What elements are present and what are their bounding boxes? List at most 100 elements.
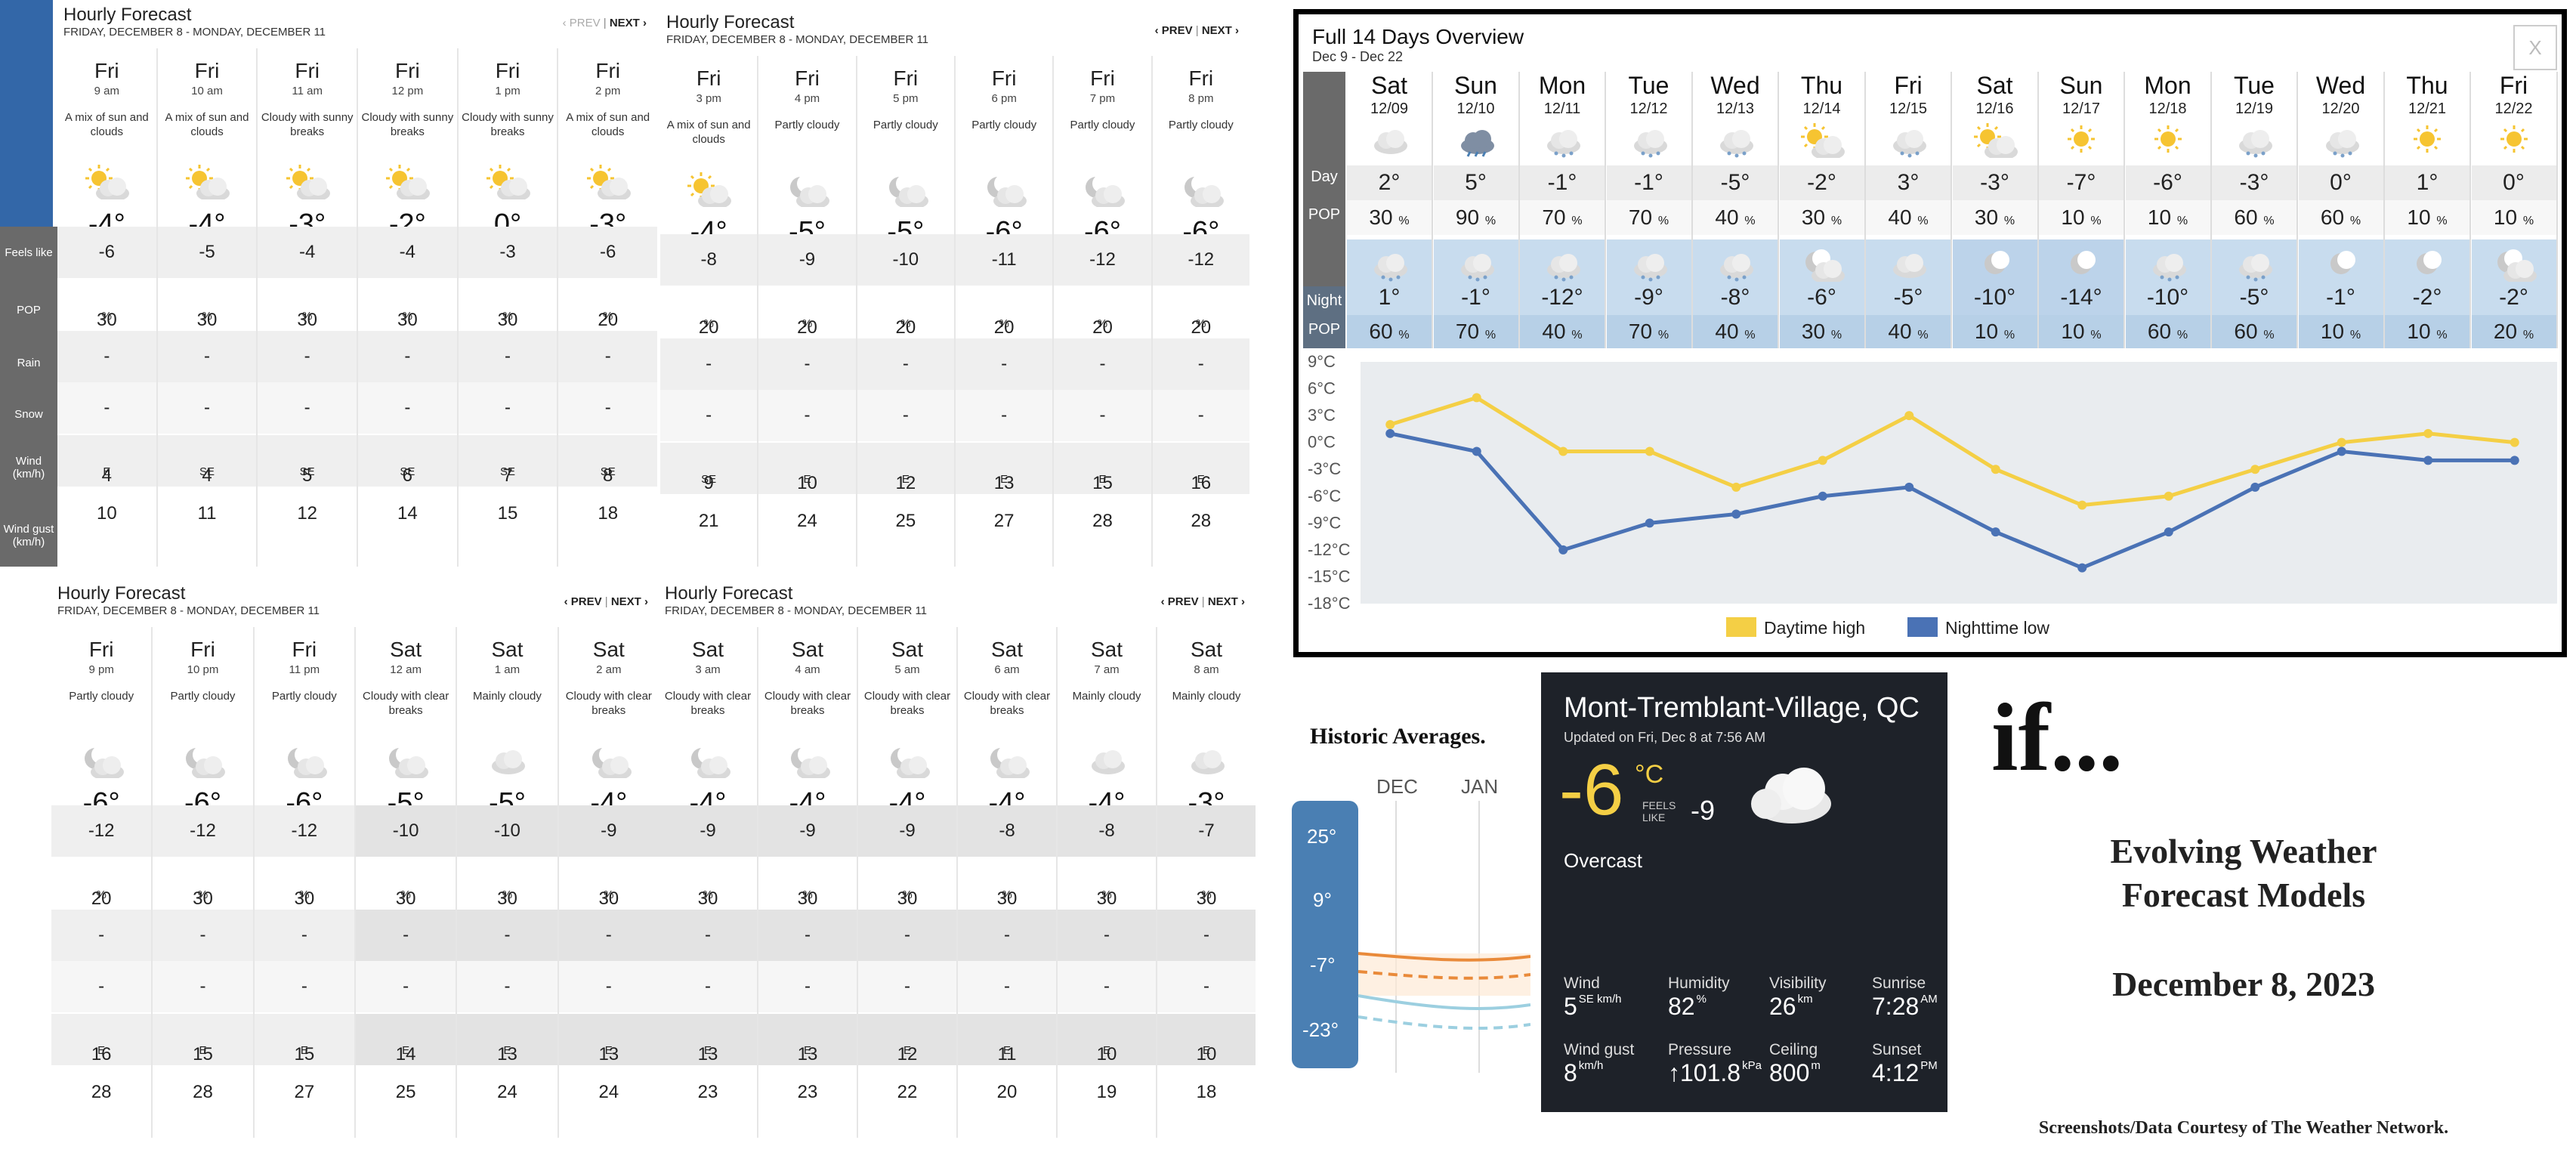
nighttime-low-point[interactable] xyxy=(1904,482,1914,492)
next-button[interactable]: NEXT › xyxy=(1201,24,1239,37)
daytime-high-point[interactable] xyxy=(1385,419,1395,429)
nighttime-low-point[interactable] xyxy=(1991,527,2000,537)
day-column[interactable]: Sun 12/17 -7° 10 % -14° 10 % xyxy=(2039,72,2125,348)
day-column[interactable]: Thu 12/21 1° 10 % -2° 10 % xyxy=(2385,72,2471,348)
day-column[interactable]: Sat 12/16 -3° 30 % -10° 10 % xyxy=(1952,72,2039,348)
cloud-icon xyxy=(1739,762,1837,830)
rain-cell: - xyxy=(758,338,856,390)
prev-button[interactable]: ‹ PREV xyxy=(1154,24,1193,37)
daytime-high-point[interactable] xyxy=(2337,437,2346,447)
daytime-high-point[interactable] xyxy=(1558,446,1568,456)
nighttime-low-point[interactable] xyxy=(2164,527,2173,537)
hour-column[interactable]: Sat 1 am Mainly cloudy -5° -10 30 % - -13 E 24 xyxy=(457,627,559,1138)
hour-column[interactable]: Fri 9 am A mix of sun and clouds -4° -6 30 % -… xyxy=(57,48,158,567)
hour-column[interactable]: Sat 2 am Cloudy with clear breaks -4° -9 30 %… xyxy=(558,627,659,1138)
daytime-high-point[interactable] xyxy=(2250,465,2260,474)
day-column[interactable]: Tue 12/19 -3° 60 % -5° 60 % xyxy=(2212,72,2298,348)
day-column[interactable]: Mon 12/11 -1° 70 % -12° 40 % xyxy=(1520,72,1606,348)
day-column[interactable]: Sun 12/10 5° 90 % -1° 70 % xyxy=(1433,72,1520,348)
hour-description: Cloudy with clear breaks xyxy=(664,690,752,717)
daytime-high-point[interactable] xyxy=(2423,428,2433,438)
daytime-high-point[interactable] xyxy=(2077,500,2087,510)
hour-column[interactable]: Fri 2 pm A mix of sun and clouds -3° -6 20 % -… xyxy=(558,48,657,567)
fourteen-subtitle: Dec 9 - Dec 22 xyxy=(1312,49,1404,64)
day-column[interactable]: Sat 12/09 2° 30 % 1° 60 % xyxy=(1347,72,1433,348)
daytime-high-point[interactable] xyxy=(2510,437,2519,447)
gust-cell: 28 xyxy=(1054,496,1151,547)
hour-column[interactable]: Fri 8 pm Partly cloudy -6° -12 20 % - -16 E 28 xyxy=(1152,56,1249,567)
nighttime-low-point[interactable] xyxy=(1818,491,1827,501)
hour-column[interactable]: Fri 6 pm Partly cloudy -6° -11 20 % - -13 E 27 xyxy=(955,56,1055,567)
hour-column[interactable]: Fri 11 am Cloudy with sunny breaks -3° -4 30 … xyxy=(258,48,359,567)
hour-time: 11 am xyxy=(292,85,323,97)
day-column[interactable]: Tue 12/12 -1° 70 % -9° 70 % xyxy=(1606,72,1693,348)
hour-column[interactable]: Fri 10 am A mix of sun and clouds -4° -5 30 %… xyxy=(157,48,258,567)
nighttime-low-point[interactable] xyxy=(2250,482,2260,492)
wind-label: Wind (km/h) xyxy=(12,455,45,480)
snow-cell: - xyxy=(958,961,1056,1012)
day-column[interactable]: Thu 12/14 -2° 30 % -6° 30 % xyxy=(1779,72,1866,348)
hour-column[interactable]: Sat 6 am Cloudy with clear breaks -4° -8 30 %… xyxy=(958,627,1058,1138)
snow-label: Snow xyxy=(14,408,43,421)
gust-value: 28 xyxy=(193,1082,213,1102)
day-pop-number: 10 xyxy=(2407,205,2431,229)
nighttime-low-point[interactable] xyxy=(1472,446,1481,456)
nighttime-low-point[interactable] xyxy=(1645,518,1654,528)
daytime-high-point[interactable] xyxy=(1645,446,1654,456)
hour-day: Fri xyxy=(88,638,114,661)
temp-unit: °C xyxy=(1635,760,1664,789)
updated-text: Updated on Fri, Dec 8 at 7:56 AM xyxy=(1564,730,1766,745)
close-button[interactable]: X xyxy=(2513,25,2557,70)
rain-cell: - xyxy=(254,910,354,961)
rain-value: - xyxy=(902,354,909,374)
hour-column[interactable]: Fri 10 pm Partly cloudy -6° -12 30 % - -15 E 28 xyxy=(153,627,255,1138)
hour-column[interactable]: Sat 5 am Cloudy with clear breaks -4° -9 30 %… xyxy=(858,627,958,1138)
daytime-high-point[interactable] xyxy=(1731,482,1741,492)
nighttime-low-point[interactable] xyxy=(2510,456,2519,465)
nighttime-low-point[interactable] xyxy=(2337,446,2346,456)
hour-column[interactable]: Sat 4 am Cloudy with clear breaks -4° -9 30 %… xyxy=(758,627,858,1138)
hour-column[interactable]: Fri 7 pm Partly cloudy -6° -12 20 % - -15 E 28 xyxy=(1054,56,1153,567)
daytime-high-point[interactable] xyxy=(1472,393,1481,403)
nighttime-low-point[interactable] xyxy=(1731,509,1741,519)
day-column[interactable]: Fri 12/22 0° 10 % -2° 20 % xyxy=(2471,72,2558,348)
pop-number: 30 xyxy=(598,888,619,909)
hour-column[interactable]: Fri 9 pm Partly cloudy -6° -12 20 % - -16 E 28 xyxy=(51,627,153,1138)
next-button[interactable]: NEXT › xyxy=(609,17,647,29)
hour-column[interactable]: Fri 11 pm Partly cloudy -6° -12 30 % - -15 E 27 xyxy=(254,627,356,1138)
wind-cell: 13 E xyxy=(659,1014,757,1065)
hour-column[interactable]: Fri 1 pm Cloudy with sunny breaks 0° -3 30 % -… xyxy=(458,48,559,567)
next-button[interactable]: NEXT › xyxy=(1207,595,1245,608)
hour-column[interactable]: Sat 8 am Mainly cloudy -3° -7 30 % - -10 E 18 xyxy=(1157,627,1256,1138)
prev-button[interactable]: ‹ PREV xyxy=(564,595,602,608)
nighttime-low-point[interactable] xyxy=(1385,428,1395,438)
hour-column[interactable]: Fri 3 pm A mix of sun and clouds -4° -8 20 % -… xyxy=(660,56,759,567)
row-label-sidebar: Feels like POP Rain Snow Wind (km/h) Win… xyxy=(0,227,57,567)
hour-column[interactable]: Fri 5 pm Partly cloudy -5° -10 20 % - -12 E 25 xyxy=(857,56,956,567)
hour-column[interactable]: Sat 7 am Mainly cloudy -4° -8 30 % - -10 E 19 xyxy=(1058,627,1157,1138)
wind-direction: E xyxy=(1102,1044,1110,1057)
day-column[interactable]: Wed 12/20 0° 60 % -1° 10 % xyxy=(2298,72,2385,348)
nighttime-low-point[interactable] xyxy=(1558,545,1568,555)
daytime-high-point[interactable] xyxy=(1991,465,2000,474)
snow-value: - xyxy=(98,976,105,996)
day-column[interactable]: Mon 12/18 -6° 10 % -10° 60 % xyxy=(2125,72,2212,348)
nighttime-low-point[interactable] xyxy=(2077,563,2087,573)
pop-number: 20 xyxy=(698,317,719,338)
daytime-high-point[interactable] xyxy=(2164,491,2173,501)
pop-cell: 20 % xyxy=(758,287,855,338)
hour-column[interactable]: Sat 12 am Cloudy with clear breaks -5° -10 30… xyxy=(355,627,458,1138)
prev-button[interactable]: ‹ PREV xyxy=(562,17,601,29)
daytime-high-point[interactable] xyxy=(1818,456,1827,465)
hour-column[interactable]: Sat 3 am Cloudy with clear breaks -4° -9 30 %… xyxy=(659,627,758,1138)
day-column[interactable]: Wed 12/13 -5° 40 % -8° 40 % xyxy=(1693,72,1779,348)
day-column[interactable]: Fri 12/15 3° 40 % -5° 40 % xyxy=(1866,72,1952,348)
hour-column[interactable]: Fri 12 pm Cloudy with sunny breaks -2° -4 30 … xyxy=(358,48,459,567)
sun-cloud-icon xyxy=(686,171,732,209)
daytime-high-point[interactable] xyxy=(1904,411,1914,421)
nighttime-low-point[interactable] xyxy=(2423,456,2433,465)
hour-column[interactable]: Fri 4 pm Partly cloudy -5° -9 20 % - -10 E 24 xyxy=(758,56,857,567)
next-button[interactable]: NEXT › xyxy=(610,595,648,608)
prev-button[interactable]: ‹ PREV xyxy=(1160,595,1199,608)
rain-value: - xyxy=(199,925,206,945)
